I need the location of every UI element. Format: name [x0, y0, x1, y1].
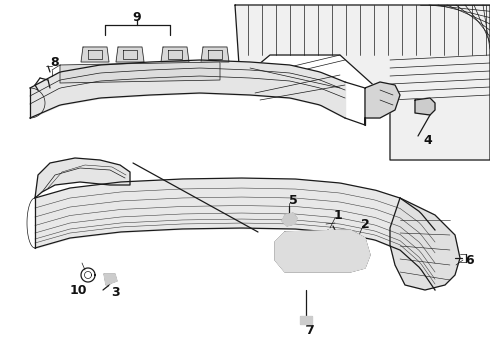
Text: 4: 4 [424, 134, 432, 147]
Polygon shape [300, 316, 312, 324]
Text: 5: 5 [289, 194, 297, 207]
Polygon shape [415, 98, 435, 115]
Polygon shape [116, 47, 144, 62]
Text: 10: 10 [69, 284, 87, 297]
Text: 3: 3 [111, 287, 119, 300]
Text: 1: 1 [334, 208, 343, 221]
Polygon shape [60, 62, 220, 83]
Text: 2: 2 [361, 217, 369, 230]
Polygon shape [81, 47, 109, 62]
Text: 8: 8 [50, 55, 59, 68]
Text: 7: 7 [305, 324, 314, 337]
Polygon shape [235, 5, 490, 160]
Polygon shape [161, 47, 189, 62]
Polygon shape [35, 158, 130, 198]
Text: 6: 6 [466, 253, 474, 266]
Polygon shape [201, 47, 229, 62]
Polygon shape [365, 82, 400, 125]
Polygon shape [390, 198, 460, 290]
Polygon shape [282, 213, 297, 226]
Text: 9: 9 [133, 10, 141, 23]
Polygon shape [275, 230, 370, 272]
Polygon shape [104, 274, 117, 285]
